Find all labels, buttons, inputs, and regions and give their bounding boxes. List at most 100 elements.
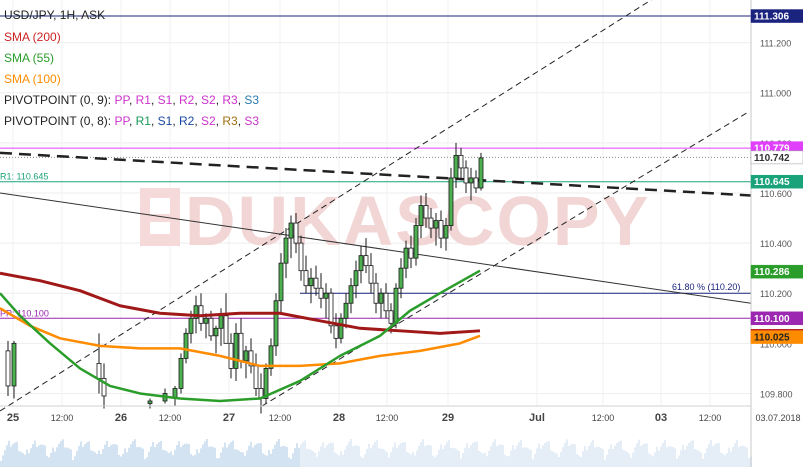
candle[interactable] (368, 253, 374, 294)
y-tick-label: 111.200 (760, 39, 791, 49)
volume-bar (540, 448, 542, 467)
candle[interactable] (448, 167, 454, 231)
volume-bar (550, 450, 552, 467)
legend-row[interactable]: SMA (55) (4, 51, 54, 65)
volume-bar (162, 449, 164, 467)
candle[interactable] (473, 170, 479, 193)
candle[interactable] (233, 323, 239, 381)
candle[interactable] (353, 260, 359, 299)
legend-row[interactable]: SMA (200) (4, 30, 61, 44)
candle[interactable] (338, 313, 344, 344)
volume-bar (282, 445, 284, 467)
candle[interactable] (348, 278, 354, 314)
candle[interactable] (313, 265, 319, 296)
candle[interactable] (418, 195, 424, 239)
candle[interactable] (373, 273, 379, 314)
volume-bar (510, 450, 512, 467)
sma-55-line[interactable] (0, 269, 481, 403)
channel-upper-line[interactable] (0, 0, 663, 412)
volume-bar (234, 449, 236, 467)
volume-bar (630, 457, 632, 467)
legend-row[interactable]: USD/JPY, 1H, ASK (4, 8, 105, 22)
legend-row[interactable]: PIVOTPOINT (0, 8): PP, R1, S1, R2, S2, R… (4, 114, 259, 128)
volume-bar (206, 439, 208, 467)
volume-bar (102, 449, 104, 467)
volume-bar (420, 441, 422, 467)
candle[interactable] (363, 238, 369, 274)
candle[interactable] (288, 215, 294, 259)
candle[interactable] (468, 167, 474, 201)
volume-bar (294, 448, 296, 467)
candle[interactable] (278, 253, 284, 314)
candle[interactable] (5, 340, 11, 396)
candle[interactable] (318, 273, 324, 309)
candle[interactable] (183, 328, 189, 364)
candle[interactable] (228, 333, 234, 379)
legend-text: SMA (100) (4, 72, 61, 86)
candle[interactable] (268, 338, 274, 376)
volume-bar (372, 444, 374, 467)
volume-bar (222, 447, 224, 467)
legend-text: SMA (200) (4, 30, 61, 44)
candle[interactable] (147, 398, 153, 409)
legend-row[interactable]: PIVOTPOINT (0, 9): PP, R1, S1, R2, S2, R… (4, 93, 259, 107)
candle[interactable] (453, 142, 459, 188)
candle[interactable] (443, 218, 449, 251)
candle[interactable] (328, 288, 334, 334)
candle[interactable] (433, 213, 439, 246)
volume-bar (328, 443, 330, 467)
legend-row[interactable]: SMA (100) (4, 72, 61, 86)
candle[interactable] (413, 218, 419, 266)
candle[interactable] (463, 160, 469, 193)
candle[interactable] (388, 303, 394, 334)
resistance-trend-line[interactable] (0, 151, 752, 197)
volume-bar (40, 444, 42, 467)
candle[interactable] (333, 313, 339, 349)
candle[interactable] (283, 228, 289, 279)
candle[interactable] (293, 213, 299, 254)
candle-body (268, 345, 274, 369)
candle[interactable] (323, 283, 329, 319)
sma-200-line[interactable] (0, 271, 481, 335)
candle[interactable] (458, 147, 464, 181)
descending-trend-line[interactable] (0, 192, 752, 304)
candle[interactable] (403, 240, 409, 279)
candle[interactable] (101, 363, 107, 409)
volume-bar (388, 457, 390, 467)
volume-bar (292, 453, 294, 467)
volume-bar (530, 450, 532, 467)
candle[interactable] (343, 293, 349, 329)
candle-body (463, 167, 469, 184)
candle[interactable] (378, 288, 384, 319)
volume-bar (356, 445, 358, 467)
candle[interactable] (478, 152, 484, 191)
candle[interactable] (203, 313, 209, 339)
volume-bar (156, 444, 158, 467)
candle[interactable] (438, 210, 444, 249)
candle[interactable] (408, 235, 414, 269)
candle[interactable] (383, 283, 389, 319)
candle[interactable] (273, 293, 279, 356)
volume-bar (106, 440, 108, 467)
volume-bar (334, 452, 336, 467)
volume-bar (744, 446, 746, 467)
candle[interactable] (213, 325, 219, 354)
candle[interactable] (308, 268, 314, 304)
volume-bar (460, 458, 462, 467)
candle[interactable] (358, 245, 364, 284)
candle[interactable] (248, 338, 254, 374)
sma-100-line[interactable] (0, 307, 481, 368)
candle[interactable] (178, 353, 184, 394)
candle[interactable] (303, 255, 309, 294)
volume-bar (444, 445, 446, 467)
candle[interactable] (11, 340, 17, 399)
volume-bar (146, 457, 148, 467)
channel-lower-line[interactable] (261, 112, 748, 407)
volume-bar (228, 444, 230, 467)
candle[interactable] (428, 208, 434, 239)
candle[interactable] (298, 235, 304, 281)
candle[interactable] (423, 192, 429, 229)
candle[interactable] (223, 293, 229, 344)
candle[interactable] (398, 258, 404, 299)
